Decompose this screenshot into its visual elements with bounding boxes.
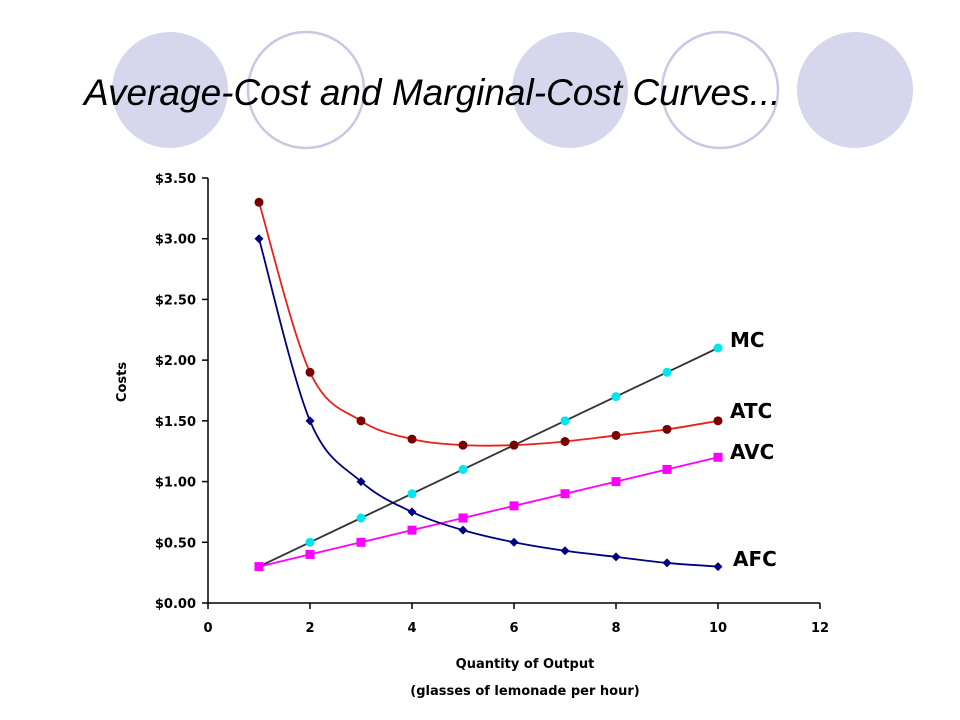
mc-point: [407, 489, 417, 499]
afc-point: [458, 525, 468, 535]
avc-point: [356, 537, 366, 547]
atc-point: [713, 416, 723, 426]
x-tick-label: 10: [709, 621, 727, 636]
decor-circle: [112, 32, 228, 148]
atc-point: [509, 440, 519, 450]
x-axis-label: Quantity of Output: [456, 657, 595, 672]
slide-title: Average-Cost and Marginal-Cost Curves...: [84, 72, 781, 113]
decor-circle: [797, 32, 913, 148]
y-tick-label: $2.50: [155, 293, 196, 308]
mc-label: MC: [730, 328, 765, 352]
y-tick-label: $1.50: [155, 415, 196, 430]
avc-point: [713, 452, 723, 462]
x-tick-label: 12: [811, 621, 829, 636]
afc-point: [662, 558, 672, 568]
afc-point: [611, 552, 621, 562]
avc-label: AVC: [730, 440, 774, 464]
mc-point: [458, 464, 468, 474]
y-tick-label: $3.50: [155, 172, 196, 187]
mc-point: [560, 416, 570, 426]
mc-point: [356, 513, 366, 523]
mc-point: [662, 367, 672, 377]
atc-point: [560, 437, 570, 446]
chart-axes: $0.00 $0.50 $1.00 $1.50 $2.00 $2.50 $3.00 $3.50…: [155, 172, 829, 636]
y-tick-label: $2.00: [155, 354, 196, 369]
mc-line: [258, 347, 719, 568]
mc-point: [611, 392, 621, 402]
y-tick-label: $3.00: [155, 233, 196, 248]
x-tick-label: 0: [203, 621, 212, 636]
avc-point: [254, 562, 264, 572]
avc-point: [305, 549, 315, 559]
atc-label: ATC: [730, 399, 772, 423]
atc-point: [611, 430, 621, 440]
decor-circle: [512, 32, 628, 148]
afc-line: [258, 238, 719, 568]
avc-line: [258, 456, 719, 568]
y-tick-label: $0.50: [155, 536, 196, 551]
avc-point: [560, 489, 570, 499]
x-tick-label: 2: [305, 621, 314, 636]
y-tick-label: $1.00: [155, 476, 196, 491]
mc-point: [713, 343, 723, 353]
y-axis-label: Costs: [115, 362, 130, 402]
x-tick-label: 6: [509, 621, 518, 636]
avc-point: [509, 501, 519, 511]
atc-point: [662, 424, 672, 434]
decor-circle: [246, 30, 366, 150]
afc-point: [356, 477, 366, 487]
afc-label: AFC: [733, 547, 777, 571]
atc-line: [258, 202, 719, 447]
x-tick-label: 4: [407, 621, 416, 636]
x-tick-label: 8: [611, 621, 620, 636]
avc-point: [662, 464, 672, 474]
afc-point: [254, 234, 264, 244]
afc-point: [509, 537, 519, 547]
afc-point: [305, 416, 315, 426]
afc-point: [407, 507, 417, 517]
afc-point: [713, 562, 723, 572]
chart-series: MC ATC AVC AFC: [254, 197, 777, 572]
atc-point: [407, 434, 417, 444]
atc-point: [305, 367, 315, 377]
afc-point: [560, 546, 570, 556]
atc-point: [458, 440, 468, 450]
decor-circle: [660, 30, 780, 150]
mc-point: [305, 537, 315, 547]
avc-point: [611, 477, 621, 487]
x-axis-label-line2: (glasses of lemonade per hour): [410, 684, 639, 699]
y-tick-label: $0.00: [155, 597, 196, 612]
atc-point: [356, 416, 366, 426]
avc-point: [407, 525, 417, 535]
atc-point: [254, 197, 264, 207]
avc-point: [458, 513, 468, 523]
